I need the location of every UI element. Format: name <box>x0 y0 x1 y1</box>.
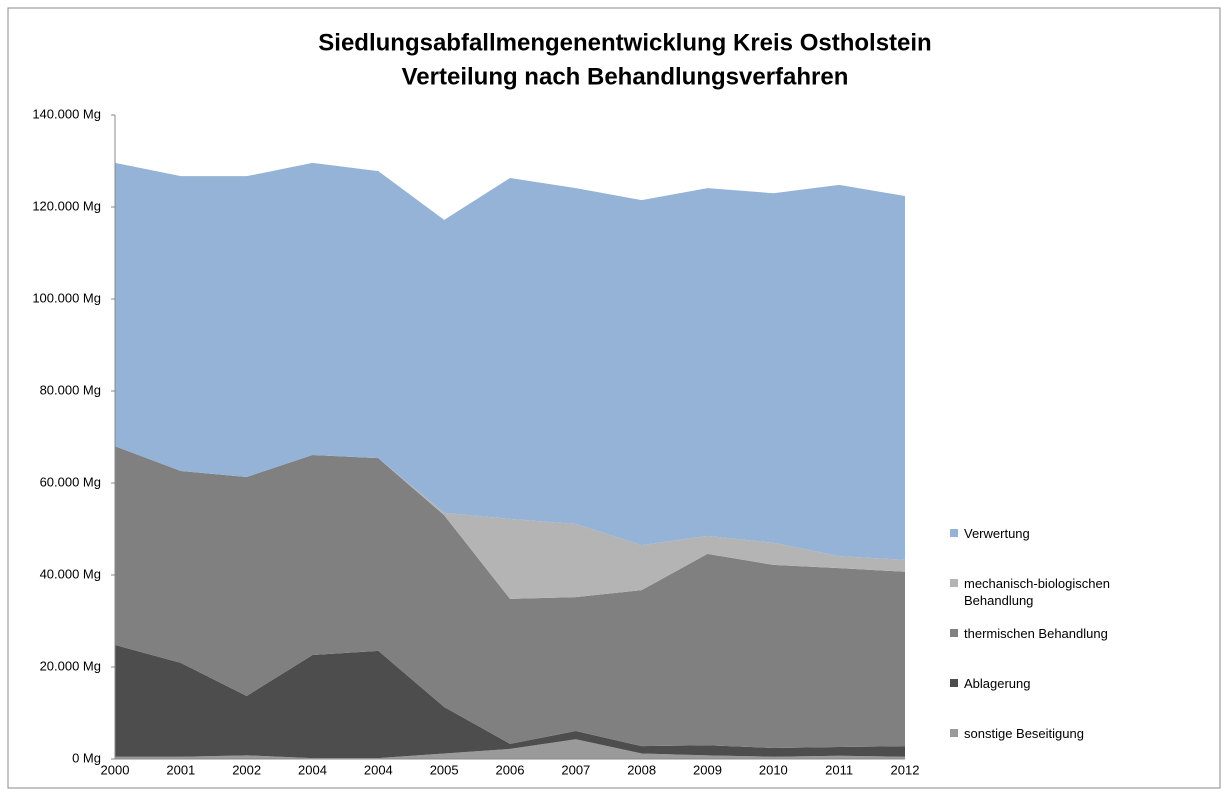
x-tick-label: 2007 <box>561 762 590 777</box>
legend-label: Verwertung <box>964 526 1030 541</box>
area <box>115 446 905 599</box>
y-tick-label: 0 Mg <box>72 750 101 765</box>
legend-item: Ablagerung <box>950 675 1160 725</box>
x-tick-label: 2004 <box>364 762 393 777</box>
area <box>115 739 905 759</box>
x-tick-label: 2006 <box>496 762 525 777</box>
chart-subtitle: Verteilung nach Behandlungsverfahren <box>402 63 849 90</box>
area <box>115 644 905 759</box>
legend-item: thermischen Behandlung <box>950 625 1160 675</box>
x-tick-label: 2011 <box>825 762 853 777</box>
y-tick-label: 120.000 Mg <box>32 198 101 213</box>
x-tick-label: 2000 <box>101 762 130 777</box>
x-tick-label: 2005 <box>430 762 459 777</box>
chart-border <box>7 7 1221 789</box>
legend-swatch <box>950 679 958 687</box>
y-tick-label: 40.000 Mg <box>40 566 101 581</box>
x-tick-label: 2012 <box>891 762 920 777</box>
y-tick-label: 60.000 Mg <box>40 474 101 489</box>
x-tick-label: 2002 <box>232 762 261 777</box>
y-tick-label: 140.000 Mg <box>32 106 101 121</box>
legend-swatch <box>950 729 958 737</box>
legend-item: mechanisch-biologischen Behandlung <box>950 575 1160 625</box>
x-tick-label: 2001 <box>166 762 195 777</box>
x-tick-label: 2004 <box>298 762 327 777</box>
area <box>115 162 905 560</box>
legend-item: Verwertung <box>950 525 1160 575</box>
x-tick-label: 2010 <box>759 762 788 777</box>
legend-label: Ablagerung <box>964 676 1031 691</box>
legend-swatch <box>950 529 958 537</box>
y-tick-label: 100.000 Mg <box>32 290 101 305</box>
area <box>115 446 905 748</box>
x-tick-label: 2009 <box>693 762 722 777</box>
legend-swatch <box>950 629 958 637</box>
legend-label: thermischen Behandlung <box>964 626 1108 641</box>
y-tick-label: 20.000 Mg <box>40 658 101 673</box>
legend-label: mechanisch-biologischen Behandlung <box>964 576 1110 608</box>
chart-title: Siedlungsabfallmengenentwicklung Kreis O… <box>318 29 931 56</box>
legend: Verwertung mechanisch-biologischen Behand… <box>950 525 1160 775</box>
legend-label: sonstige Beseitigung <box>964 726 1084 741</box>
legend-item: sonstige Beseitigung <box>950 725 1160 775</box>
legend-swatch <box>950 579 958 587</box>
y-tick-label: 80.000 Mg <box>40 382 101 397</box>
x-tick-label: 2008 <box>627 762 656 777</box>
